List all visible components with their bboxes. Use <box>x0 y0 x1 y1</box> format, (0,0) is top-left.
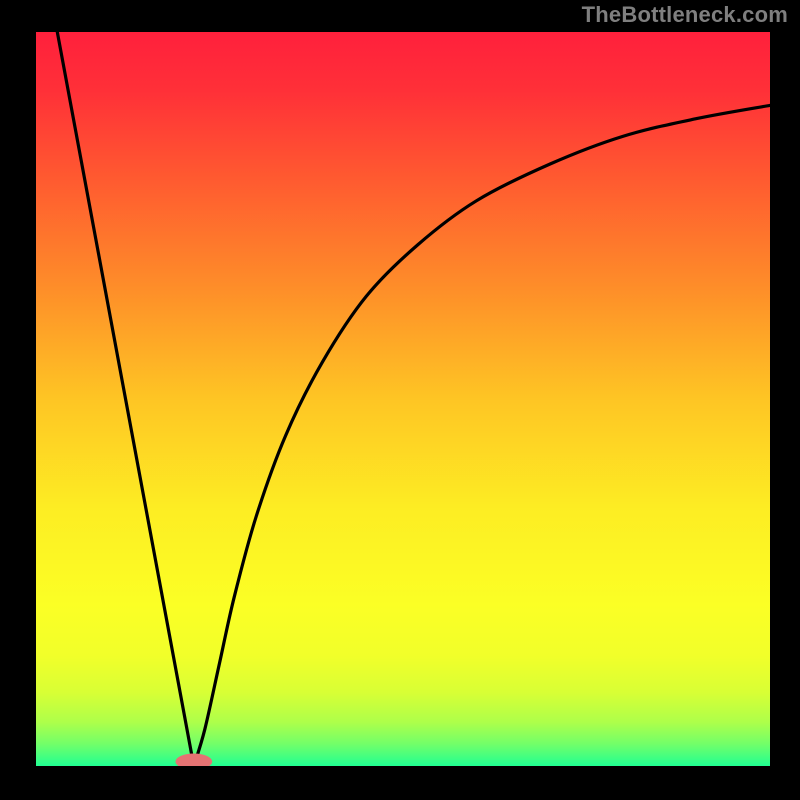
chart-container: TheBottleneck.com <box>0 0 800 800</box>
watermark-text: TheBottleneck.com <box>582 2 788 28</box>
gradient-background <box>36 32 770 766</box>
chart-svg <box>36 32 770 766</box>
plot-area <box>36 32 770 766</box>
